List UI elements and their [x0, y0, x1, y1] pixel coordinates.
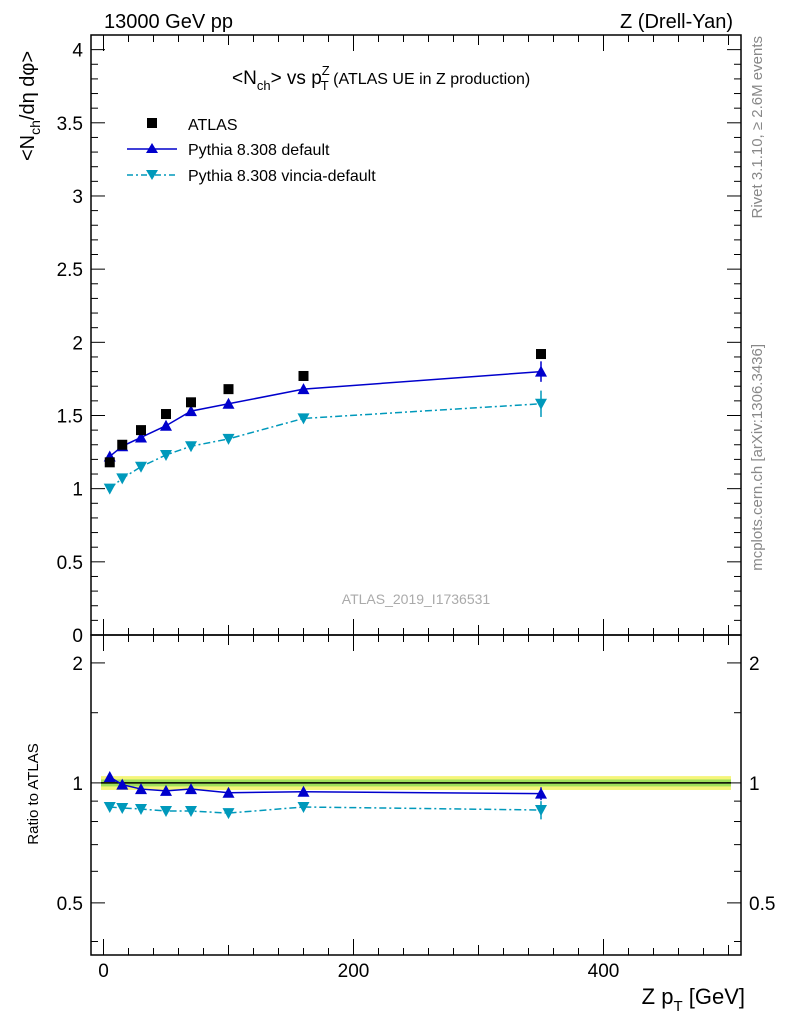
x-tick-label: 400: [588, 961, 620, 982]
main-atlas-point: [117, 439, 128, 450]
ratio-vincia-point: [535, 805, 547, 817]
main-default-point: [297, 383, 310, 395]
legend-entry-default: Pythia 8.308 default: [127, 142, 330, 159]
main-default-point: [535, 365, 547, 377]
main-atlas-point: [536, 349, 546, 360]
ratio-vincia-point: [185, 806, 197, 818]
x-tick-label: 200: [338, 961, 370, 982]
main-y-tick-label: 3: [72, 187, 83, 208]
ratio-default-point: [222, 786, 235, 798]
legend-marker-vincia: [146, 170, 158, 180]
main-atlas-point: [223, 384, 234, 395]
chart-title: <Nch> vs pZ T (ATLAS UE in Z production): [232, 63, 530, 93]
header-left-label: 13000 GeV pp: [104, 11, 233, 33]
legend-marker-atlas: [147, 118, 157, 128]
rivet-version-label: Rivet 3.1.10, ≥ 2.6M events: [749, 36, 766, 219]
ratio-default-point: [135, 783, 147, 795]
ratio-y-axis-label: Ratio to ATLAS: [25, 743, 42, 844]
x-tick-label: 0: [98, 961, 109, 982]
ratio-y-tick-label: 2: [72, 654, 83, 675]
main-atlas-point: [298, 370, 309, 381]
ratio-y-tick-label-right: 1: [749, 774, 760, 795]
main-default-point: [160, 419, 172, 431]
ratio-vincia-point: [135, 804, 147, 816]
main-y-tick-label: 3.5: [57, 114, 83, 135]
ratio-default-point: [116, 778, 129, 790]
analysis-watermark: ATLAS_2019_I1736531: [342, 591, 491, 607]
main-y-tick-label: 0.5: [57, 553, 83, 574]
main-y-tick-label: 0: [72, 626, 83, 647]
main-vincia-line: [109, 403, 542, 490]
ratio-default-point: [535, 787, 547, 799]
main-vincia-point: [103, 483, 116, 495]
ratio-plot-frame: [90, 634, 742, 956]
main-vincia-point: [116, 473, 129, 485]
main-vincia-point: [222, 433, 235, 445]
ratio-default-point: [185, 783, 197, 795]
main-atlas-point: [186, 397, 196, 408]
ratio-panel: 0.5 0.5 1 1 2 2 0 200 400: [57, 634, 775, 982]
ratio-default-point: [297, 785, 310, 797]
ratio-default-point: [160, 784, 172, 796]
ratio-vincia-point: [222, 808, 235, 820]
main-default-point: [135, 431, 147, 443]
main-vincia-point: [135, 461, 147, 473]
legend-label-default: Pythia 8.308 default: [188, 142, 330, 159]
main-y-tick-label: 2.5: [57, 260, 83, 281]
main-y-tick-label: 1.5: [57, 406, 83, 427]
ratio-y-tick-label: 0.5: [57, 894, 83, 915]
main-vincia-point: [160, 450, 172, 461]
ratio-default-point: [103, 770, 116, 782]
main-default-line: [109, 370, 542, 458]
main-default-point: [185, 405, 197, 417]
legend-label-atlas: ATLAS: [188, 117, 238, 134]
ratio-y-tick-label-right: 0.5: [749, 894, 775, 915]
ratio-vincia-point: [160, 806, 172, 818]
legend-label-vincia: Pythia 8.308 vincia-default: [188, 168, 376, 185]
main-y-tick-label: 4: [72, 41, 83, 62]
main-default-point: [222, 397, 235, 409]
legend-marker-default: [146, 143, 158, 153]
mcplots-label: mcplots.cern.ch [arXiv:1306.3436]: [749, 344, 766, 571]
main-y-axis-label: <Nch/dη dφ>: [17, 51, 43, 161]
main-y-tick-label: 1: [72, 480, 83, 501]
ratio-vincia-point: [297, 802, 310, 814]
main-atlas-point: [104, 457, 115, 468]
legend-entry-atlas: ATLAS: [147, 117, 238, 134]
ratio-y-tick-label-right: 2: [749, 654, 760, 675]
main-vincia-point: [297, 413, 310, 425]
main-y-tick-label: 2: [72, 333, 83, 354]
x-axis-label: Z pT [GeV]: [642, 984, 745, 1015]
ratio-vincia-point: [116, 803, 129, 815]
main-atlas-point: [136, 425, 146, 436]
main-panel: 0 0.5 1 1.5 2 2.5 3 3.5 4: [57, 34, 742, 647]
main-atlas-point: [161, 409, 171, 420]
legend-entry-vincia: Pythia 8.308 vincia-default: [127, 168, 376, 185]
ratio-vincia-line: [109, 806, 542, 814]
ratio-y-tick-label: 1: [72, 774, 83, 795]
main-vincia-point: [185, 441, 197, 453]
header-right-label: Z (Drell-Yan): [620, 11, 733, 33]
ratio-vincia-point: [103, 802, 116, 814]
main-vincia-point: [535, 398, 547, 410]
legend: ATLAS Pythia 8.308 default Pythia 8.308 …: [127, 117, 376, 185]
